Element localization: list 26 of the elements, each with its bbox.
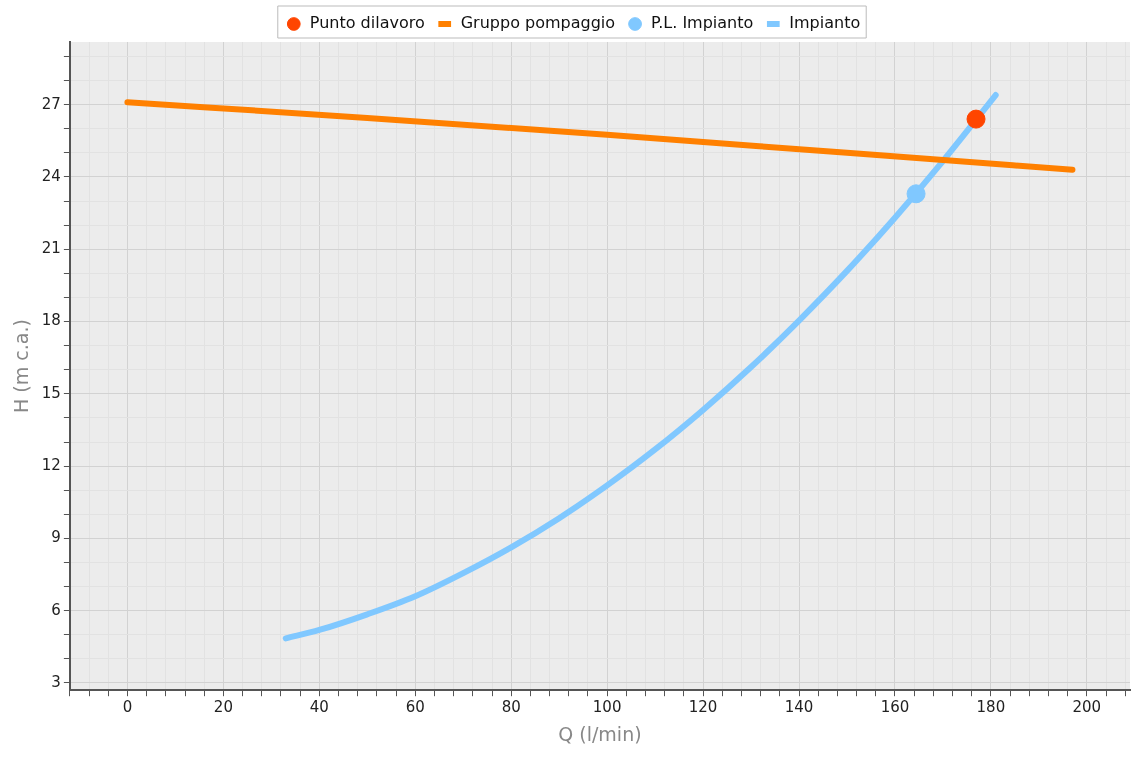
x-tick-label: 200 xyxy=(1072,698,1102,717)
x-tick-label: 100 xyxy=(592,698,622,717)
y-tick-label: 15 xyxy=(41,383,61,402)
y-tick-label: 18 xyxy=(41,311,61,330)
y-tick-label: 24 xyxy=(41,166,61,185)
x-tick-label: 40 xyxy=(309,698,329,717)
x-tick-label: 60 xyxy=(405,698,425,717)
y-tick-label: 21 xyxy=(41,239,61,258)
legend-label: Gruppo pompaggio xyxy=(460,13,616,33)
x-tick-label: 140 xyxy=(784,698,814,717)
legend-label: P.L. Impianto xyxy=(651,13,754,33)
x-tick-label: 120 xyxy=(688,698,718,717)
y-tick-label: 12 xyxy=(41,455,61,474)
y-tick-label: 6 xyxy=(51,600,61,619)
x-tick-label: 20 xyxy=(213,698,233,717)
y-tick-label: 27 xyxy=(41,94,61,113)
y-tick-label: 9 xyxy=(51,528,61,547)
x-tick-label: 160 xyxy=(880,698,910,717)
y-axis-title: H (m c.a.) xyxy=(10,319,33,414)
x-axis-title: Q (l/min) xyxy=(558,722,642,745)
x-tick-label: 0 xyxy=(122,698,133,717)
x-tick-label: 80 xyxy=(501,698,521,717)
legend-label: Impianto xyxy=(789,13,861,33)
legend-label: Punto dilavoro xyxy=(309,13,425,33)
x-tick-label: 180 xyxy=(976,698,1006,717)
y-tick-label: 3 xyxy=(51,672,61,691)
